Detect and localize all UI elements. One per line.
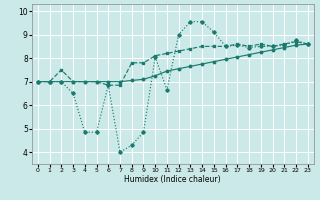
X-axis label: Humidex (Indice chaleur): Humidex (Indice chaleur)	[124, 175, 221, 184]
